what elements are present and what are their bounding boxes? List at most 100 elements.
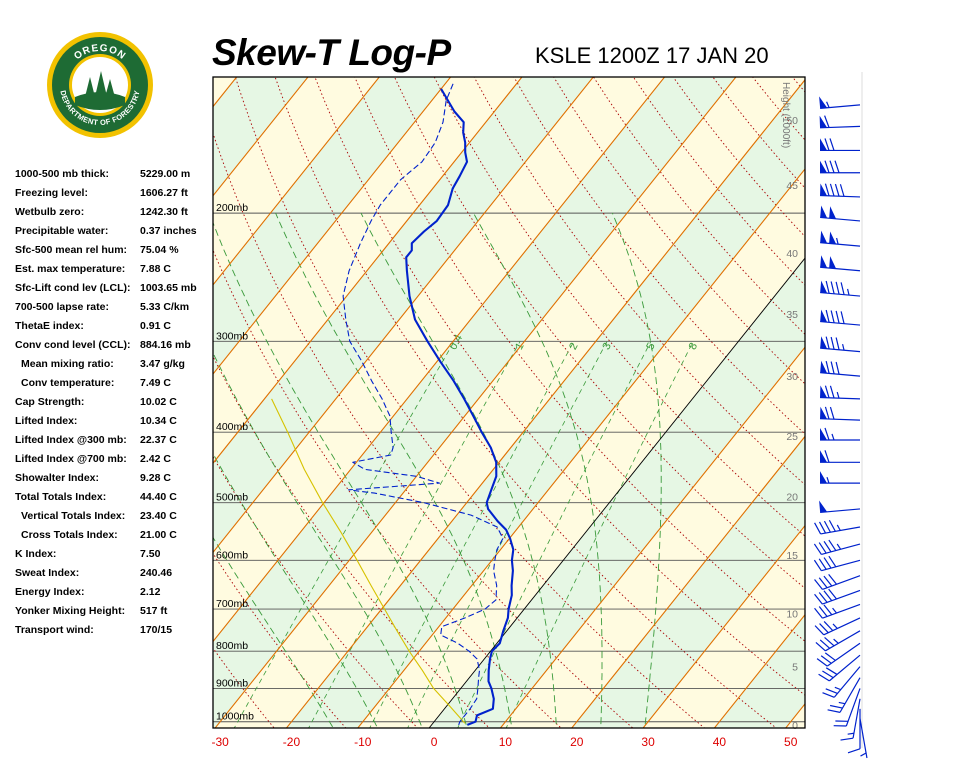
dry-adiabat <box>0 24 71 746</box>
wind-barb-staff <box>859 718 868 759</box>
wind-barb <box>815 630 861 652</box>
wind-barb <box>820 427 860 441</box>
index-row: Cross Totals Index: 21.00 C <box>15 529 215 548</box>
index-label: Cross Totals Index: <box>21 529 118 541</box>
wind-barb-feather <box>825 309 830 323</box>
moist-adiabat <box>275 212 513 728</box>
wind-barb-flag <box>820 450 827 463</box>
wind-barb-feather <box>840 737 854 741</box>
wind-barb-flag <box>820 255 828 268</box>
height-tick-label: 50 <box>786 115 798 127</box>
index-row: Energy Index: 2.12 <box>15 586 215 605</box>
wind-barb-feather <box>818 558 827 570</box>
wind-barb-half-feather <box>836 237 839 245</box>
index-label: Conv temperature: <box>21 377 115 389</box>
index-row: Cap Strength: 10.02 C <box>15 396 215 415</box>
wind-barb-feather <box>823 540 832 553</box>
isotherm-line <box>499 346 805 728</box>
mixing-ratio-line <box>505 341 694 728</box>
dry-adiabat <box>213 132 634 728</box>
isotherm-band <box>0 24 208 746</box>
index-label: Total Totals Index: <box>15 491 107 503</box>
index-value: 75.04 % <box>140 244 179 256</box>
plot-area: 0.412358 <box>0 24 805 746</box>
wind-barb-feather <box>819 623 829 634</box>
pressure-label: 600mb <box>216 549 248 561</box>
index-label: 700-500 lapse rate: <box>15 301 109 313</box>
wind-barb-feather <box>827 709 841 713</box>
index-row: Conv temperature: 7.49 C <box>15 377 215 396</box>
wind-barb-flag <box>820 280 828 294</box>
wind-barb-half-feather <box>838 701 846 705</box>
wind-barb-feather <box>829 704 843 709</box>
wind-barb-staff <box>820 396 861 400</box>
wind-barb-feather <box>818 592 828 603</box>
wind-barb-half-feather <box>834 686 841 691</box>
wind-barb-feather <box>830 310 835 323</box>
pressure-label: 300mb <box>216 330 248 342</box>
zero-isotherm <box>428 257 805 728</box>
height-tick-label: 10 <box>786 609 798 621</box>
height-tick-label: 40 <box>786 248 798 260</box>
wind-barb-staff <box>820 194 861 198</box>
logo-trees <box>84 71 116 101</box>
index-label: Sweat Index: <box>15 567 80 579</box>
height-tick-label: 0 <box>792 720 798 732</box>
wind-barb-feather <box>825 280 830 294</box>
index-value: 2.12 <box>140 586 161 598</box>
moist-adiabat <box>213 351 423 728</box>
wind-barb <box>827 677 861 713</box>
pressure-label: 200mb <box>216 202 248 214</box>
isotherm-line <box>213 77 666 643</box>
pressure-label: 900mb <box>216 677 248 689</box>
temperature-tick-label: -30 <box>211 735 229 749</box>
wind-barb-feather <box>828 539 837 551</box>
wind-barb <box>820 309 861 326</box>
moist-adiabat <box>473 212 603 728</box>
pressure-label: 500mb <box>216 492 248 504</box>
wind-barb <box>820 336 861 353</box>
wind-barb <box>820 183 861 198</box>
mixing-ratio-label: 3 <box>600 341 613 352</box>
isotherm-line <box>357 168 805 728</box>
isotherm-band <box>0 24 136 746</box>
wind-barb-feather <box>825 667 838 675</box>
wind-barb-half-feather <box>832 607 837 614</box>
isotherm-line <box>213 77 452 375</box>
index-row: Conv cond level (CCL): 884.16 mb <box>15 339 215 358</box>
pressure-label: 400mb <box>216 421 248 433</box>
wind-barb-feather <box>835 361 840 375</box>
wind-barb <box>814 574 861 590</box>
wind-barb-feather <box>824 183 830 197</box>
wind-barb-staff <box>821 543 861 556</box>
wind-barb-flag <box>820 471 827 484</box>
wind-barb <box>818 654 861 682</box>
wind-barb-feather <box>829 183 835 197</box>
mixing-ratio-line <box>457 341 652 728</box>
wind-barb-feather <box>815 641 826 652</box>
isotherm-line <box>642 524 805 728</box>
wind-barb-staff <box>820 418 861 421</box>
index-value: 7.49 C <box>140 377 171 389</box>
wind-barb-feather <box>823 520 831 533</box>
index-row: Total Totals Index: 44.40 C <box>15 491 215 510</box>
index-value: 1606.27 ft <box>140 187 188 199</box>
wind-barb-feather <box>825 336 830 350</box>
index-value: 1003.65 mb <box>140 282 197 294</box>
wind-barb-staff <box>822 575 861 590</box>
wind-barb-flag <box>820 205 828 219</box>
index-label: Lifted Index: <box>15 415 78 427</box>
temperature-tick-label: 0 <box>431 735 438 749</box>
isotherm-line <box>214 77 737 728</box>
index-value: 44.40 C <box>140 491 177 503</box>
height-tick-label: 5 <box>792 662 798 674</box>
isotherm-line <box>0 24 208 746</box>
index-value: 7.50 <box>140 548 161 560</box>
mixing-ratio-line <box>308 341 521 728</box>
wind-barb-feather <box>834 160 840 173</box>
index-label: Wetbulb zero: <box>15 206 85 218</box>
index-row: Transport wind: 170/15 <box>15 624 215 643</box>
wind-barb-feather <box>834 183 840 197</box>
index-row: Vertical Totals Index: 23.40 C <box>15 510 215 529</box>
